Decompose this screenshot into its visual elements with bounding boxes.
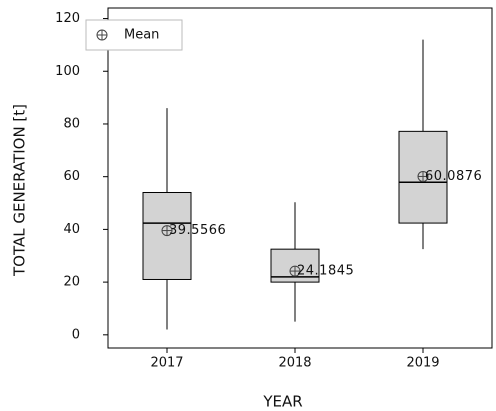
plot-frame	[107, 7, 493, 349]
y-axis-label: TOTAL GENERATION [t]	[11, 104, 29, 277]
mean-label: 60.0876	[425, 169, 482, 184]
mean-marker	[417, 170, 429, 182]
mean-marker	[161, 225, 173, 237]
x-tick-label: 2018	[278, 356, 311, 371]
y-tick-label: 60	[63, 169, 80, 184]
y-tick-label: 20	[63, 275, 80, 290]
mean-marker	[96, 29, 108, 41]
legend-label: Mean	[124, 28, 159, 43]
mean-marker	[289, 265, 301, 277]
mean-label: 24.1845	[297, 264, 354, 279]
legend: Mean	[85, 19, 183, 51]
x-axis-label: YEAR	[262, 393, 302, 411]
y-tick-label: 40	[63, 222, 80, 237]
y-tick-label: 80	[63, 116, 80, 131]
x-tick-label: 2017	[150, 356, 183, 371]
y-tick-label: 120	[55, 11, 80, 26]
y-tick-label: 0	[72, 327, 80, 342]
x-tick-label: 2019	[406, 356, 439, 371]
y-tick-label: 100	[55, 64, 80, 79]
mean-label: 39.5566	[169, 223, 226, 238]
